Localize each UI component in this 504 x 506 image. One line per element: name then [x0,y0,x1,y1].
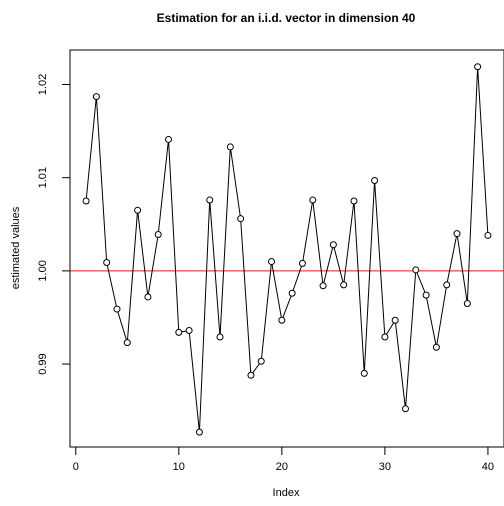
data-point [123,339,131,347]
data-points [82,63,492,436]
data-point [92,93,100,101]
data-point [309,196,317,204]
data-point [154,231,162,239]
y-axis-label: estimated values [10,206,22,289]
data-point [288,289,296,297]
data-point [82,197,90,205]
data-point [453,230,461,238]
y-tick-label: 0.99 [37,353,49,374]
data-point [484,231,492,239]
data-point [144,293,152,301]
x-axis-label: Index [273,487,300,499]
data-point [134,206,142,214]
data-point [278,316,286,324]
data-point [319,282,327,290]
data-point [371,176,379,184]
data-point [329,241,337,249]
data-point [463,299,471,307]
data-point [443,281,451,289]
y-tick-label: 1.00 [37,260,49,281]
data-point [391,316,399,324]
data-point [195,428,203,436]
data-point [103,258,111,266]
data-point [432,343,440,351]
data-point [360,369,368,377]
data-point [257,357,265,365]
data-point [350,197,358,205]
series-line [85,66,489,433]
data-point [216,333,224,341]
data-point [474,63,482,71]
data-point [165,135,173,143]
y-axis: 0.99 1.00 1.01 1.02 [37,74,71,375]
data-point [298,259,306,267]
data-point [247,371,255,379]
data-point [206,196,214,204]
data-point [185,327,193,335]
x-tick-label: 0 [73,461,79,473]
x-axis: 0 10 20 30 40 [73,446,494,473]
y-tick-label: 1.01 [37,167,49,188]
data-point [381,333,389,341]
x-tick-label: 40 [482,461,494,473]
data-point [412,266,420,274]
data-point [340,281,348,289]
data-point [268,258,276,266]
y-tick-label: 1.02 [37,74,49,95]
x-tick-label: 30 [379,461,391,473]
data-point [226,143,234,151]
x-tick-label: 10 [173,461,185,473]
x-tick-label: 20 [276,461,288,473]
data-point [422,291,430,299]
data-point [237,215,245,223]
data-point [175,328,183,336]
data-point [113,305,121,313]
chart-title: Estimation for an i.i.d. vector in dimen… [157,11,416,25]
data-point [401,405,409,413]
